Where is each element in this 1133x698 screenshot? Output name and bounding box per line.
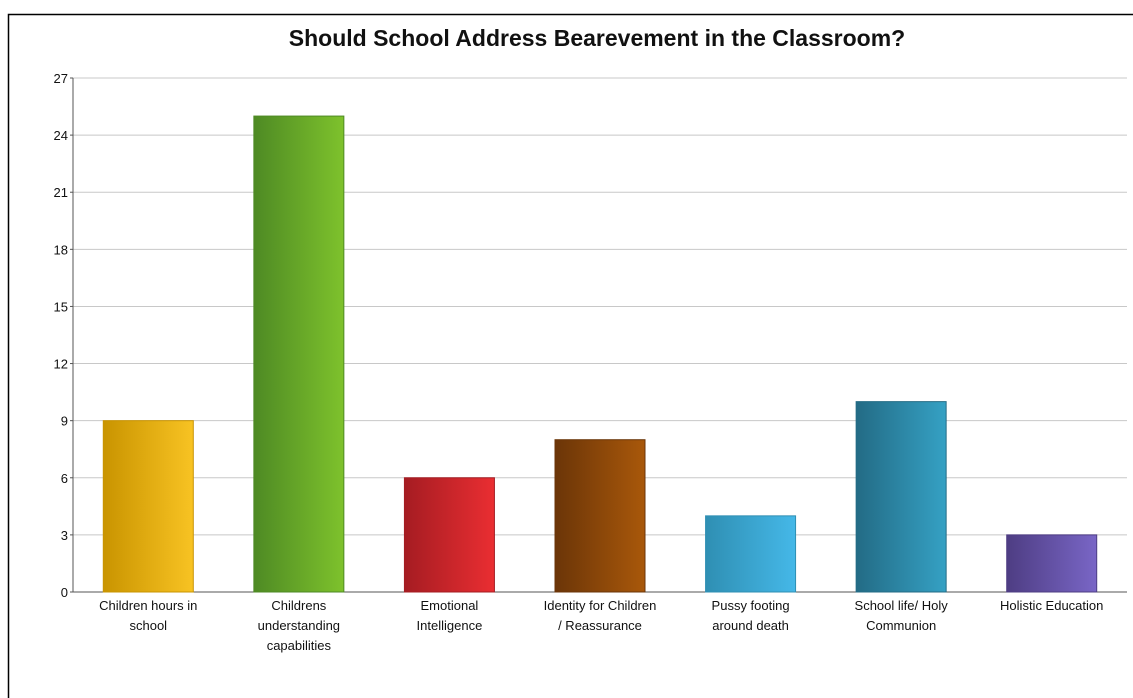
y-tick-label: 21 xyxy=(54,185,68,200)
bar xyxy=(102,420,194,593)
y-tick-label: 18 xyxy=(54,242,68,257)
x-tick-label-line: around death xyxy=(712,618,789,633)
x-tick-label: Childrens understanding capabilities xyxy=(258,598,340,653)
x-tick-label-line: School life/ Holy xyxy=(855,598,949,613)
y-tick-label: 3 xyxy=(61,528,68,543)
x-tick-label-line: Intelligence xyxy=(417,618,483,633)
bar xyxy=(855,401,947,593)
x-tick-label-line: Childrens xyxy=(271,598,326,613)
x-tick-label-line: capabilities xyxy=(267,638,332,653)
y-tick-label: 9 xyxy=(61,414,68,429)
x-tick-label-line: Identity for Children xyxy=(544,598,657,613)
x-tick-label: Identity for Children / Reassurance xyxy=(544,598,657,633)
x-tick-label-line: / Reassurance xyxy=(558,618,642,633)
y-tick-label: 6 xyxy=(61,471,68,486)
x-tick-label-line: Holistic Education xyxy=(1000,598,1103,613)
x-tick-label-line: school xyxy=(129,618,167,633)
y-tick-label: 0 xyxy=(61,585,68,600)
x-tick-label-line: Communion xyxy=(866,618,936,633)
y-tick-label: 15 xyxy=(54,299,68,314)
x-tick-label: Children hours in school xyxy=(99,598,197,633)
x-tick-label-line: Pussy footing xyxy=(712,598,790,613)
chart-title: Should School Address Bearevement in the… xyxy=(289,25,905,51)
x-tick-label: Emotional Intelligence xyxy=(417,598,483,633)
y-tick-label: 27 xyxy=(54,71,68,86)
x-tick-label: School life/ Holy Communion xyxy=(855,598,949,633)
bar xyxy=(554,439,646,593)
y-tick-label: 24 xyxy=(54,128,68,143)
y-tick-label: 12 xyxy=(54,357,68,372)
x-tick-label-line: Children hours in xyxy=(99,598,197,613)
x-tick-label-line: Emotional xyxy=(421,598,479,613)
x-tick-label: Pussy footing around death xyxy=(712,598,790,633)
bar xyxy=(705,515,797,593)
x-tick-label: Holistic Education xyxy=(1000,598,1103,613)
chart-frame xyxy=(7,13,1133,698)
bar xyxy=(253,115,345,593)
x-tick-label-line: understanding xyxy=(258,618,340,633)
bar xyxy=(403,477,495,593)
bar xyxy=(1006,534,1098,593)
